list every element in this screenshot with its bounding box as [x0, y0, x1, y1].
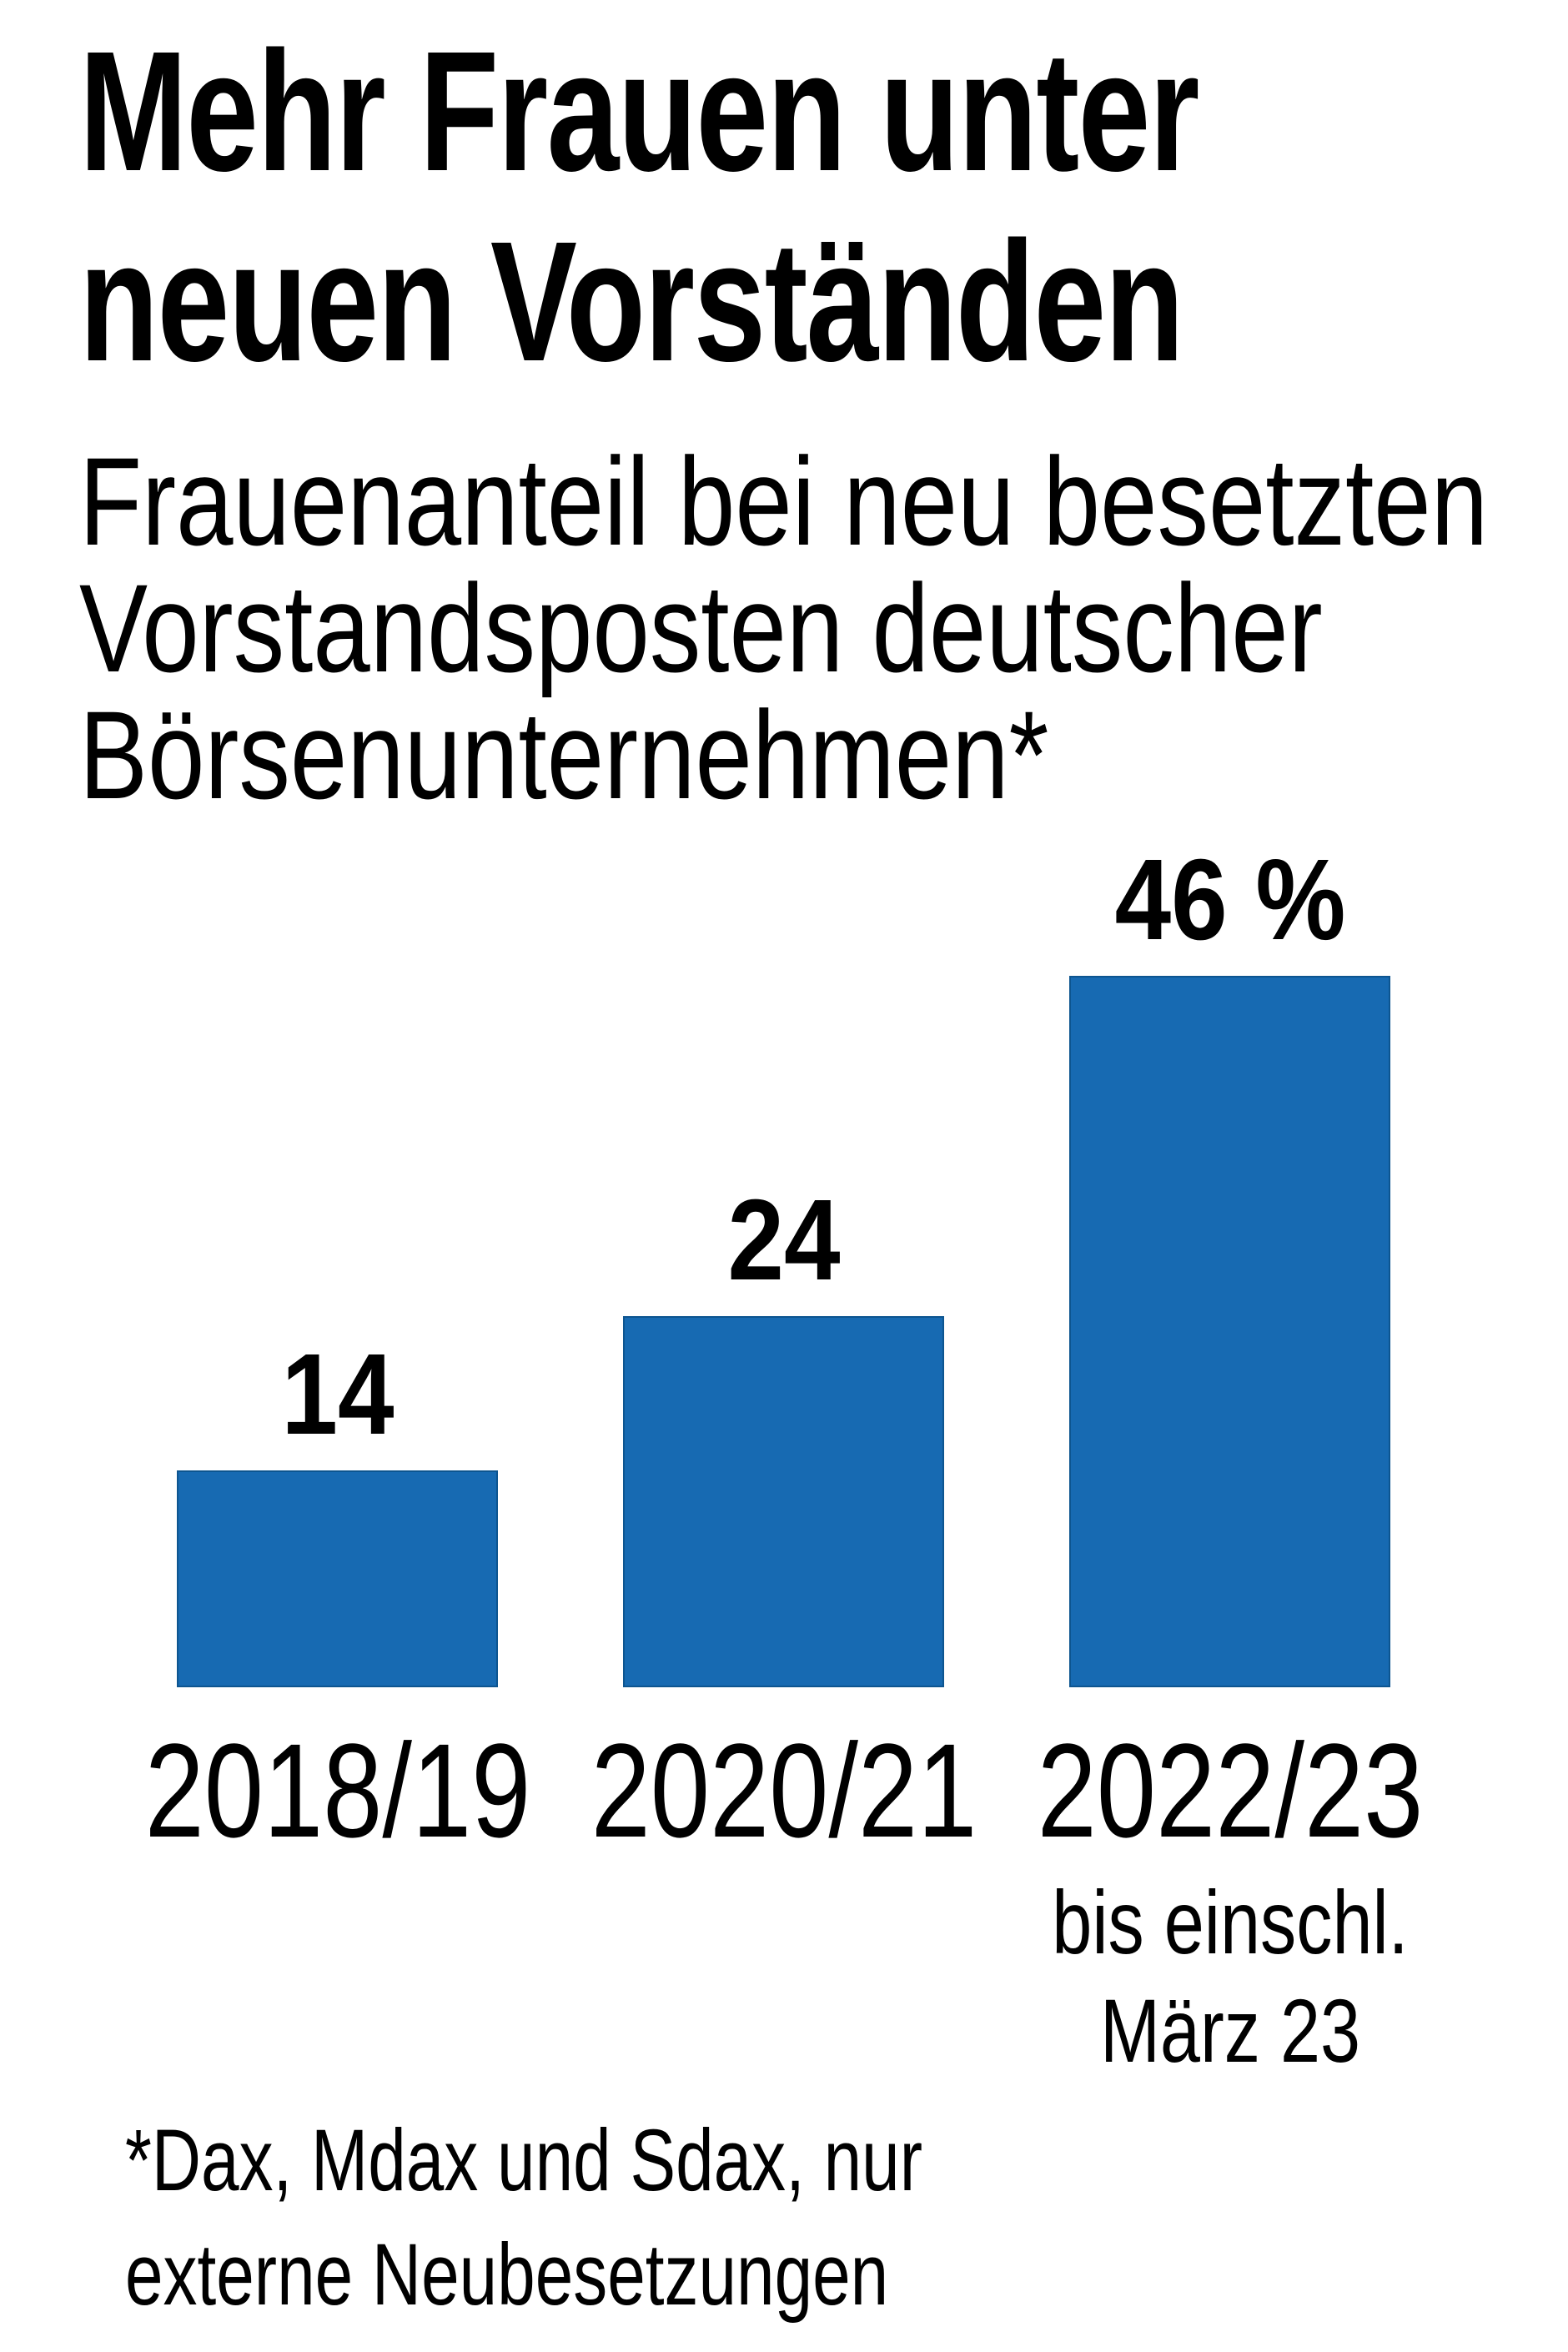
subtitle-line-2: Vorstandsposten deutscher: [79, 558, 1323, 698]
bar-value-label: 14: [280, 1330, 395, 1459]
title-line-2: neuen Vorständen: [79, 206, 1184, 397]
bar-value-label: 46 %: [1114, 836, 1345, 964]
footnote-line-1: *Dax, Mdax und Sdax, nur: [125, 2112, 923, 2209]
category-note: bis einschl. März 23: [1030, 1868, 1430, 2085]
bar-value-label: 24: [726, 1176, 841, 1304]
title-line-1: Mehr Frauen unter: [79, 16, 1199, 207]
subtitle-line-3: Börsenunternehmen*: [79, 685, 1049, 825]
category-label: 2020/21: [591, 1716, 977, 1865]
subtitle-line-1: Frauenanteil bei neu besetzten: [79, 431, 1489, 571]
bar-2018/19: [177, 1470, 498, 1687]
bar-2022/23: [1069, 976, 1390, 1687]
footnote: *Dax, Mdax und Sdax, nur externe Neubese…: [125, 2103, 923, 2332]
bar-2020/21: [623, 1316, 944, 1687]
category-label: 2022/23: [1037, 1716, 1423, 1865]
footnote-line-2: externe Neubesetzungen: [125, 2226, 889, 2324]
chart-subtitle: Frauenanteil bei neu besetzten Vorstands…: [79, 438, 1488, 818]
chart-title: Mehr Frauen unter neuen Vorständen: [79, 17, 1199, 397]
category-note-line: März 23: [1099, 1980, 1360, 2081]
category-note-line: bis einschl.: [1051, 1872, 1409, 1973]
category-label: 2018/19: [144, 1716, 530, 1865]
